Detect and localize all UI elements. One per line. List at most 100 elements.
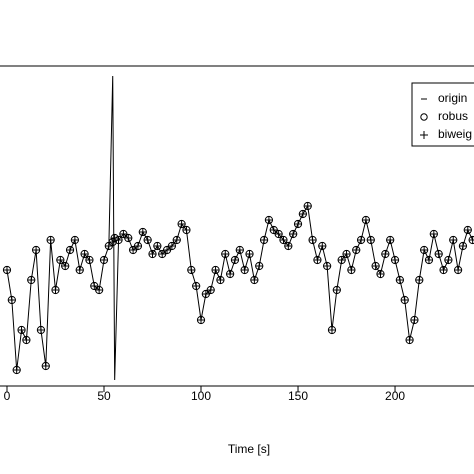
point-plus — [80, 250, 89, 258]
point-plus — [32, 246, 41, 254]
point-plus — [148, 250, 157, 258]
point-plus — [245, 250, 254, 258]
point-plus — [463, 226, 472, 234]
point-plus — [298, 210, 307, 218]
point-plus — [318, 242, 327, 250]
point-plus — [46, 236, 55, 244]
point-plus — [366, 236, 375, 244]
point-plus — [420, 246, 429, 254]
point-plus — [250, 276, 259, 284]
point-plus — [177, 220, 186, 228]
point-plus — [12, 366, 21, 374]
point-plus — [313, 256, 322, 264]
point-plus — [260, 236, 269, 244]
point-plus — [410, 316, 419, 324]
point-plus — [342, 250, 351, 258]
point-plus — [99, 256, 108, 264]
point-plus — [434, 250, 443, 258]
x-tick-label: 150 — [288, 389, 308, 403]
point-plus — [143, 236, 152, 244]
point-plus — [95, 286, 104, 294]
point-plus — [108, 238, 117, 246]
point-plus — [264, 216, 273, 224]
point-plus — [395, 276, 404, 284]
point-plus — [172, 236, 181, 244]
point-plus — [182, 226, 191, 234]
point-plus — [114, 236, 123, 244]
point-plus — [323, 262, 332, 270]
point-plus — [41, 362, 50, 370]
point-plus — [357, 236, 366, 244]
x-tick-label: 0 — [4, 389, 11, 403]
point-plus — [303, 202, 312, 210]
x-tick-label: 50 — [97, 389, 111, 403]
point-plus — [386, 236, 395, 244]
x-tick-label: 200 — [385, 389, 405, 403]
point-plus — [391, 256, 400, 264]
point-plus — [153, 242, 162, 250]
point-plus — [163, 246, 172, 254]
legend-symbol — [420, 131, 428, 139]
point-plus — [75, 266, 84, 274]
point-plus — [66, 246, 75, 254]
point-plus — [226, 270, 235, 278]
point-plus — [70, 236, 79, 244]
legend-label: robus — [438, 109, 468, 123]
point-plus — [158, 250, 167, 258]
point-plus — [454, 266, 463, 274]
point-plus — [458, 242, 467, 250]
point-plus — [187, 266, 196, 274]
point-plus — [405, 336, 414, 344]
point-plus — [289, 230, 298, 238]
point-plus — [468, 236, 474, 244]
point-plus — [371, 262, 380, 270]
point-plus — [2, 266, 11, 274]
point-plus — [429, 230, 438, 238]
point-plus — [104, 242, 113, 250]
plot-frame — [0, 65, 474, 387]
point-plus — [269, 226, 278, 234]
point-plus — [337, 256, 346, 264]
point-plus — [56, 256, 65, 264]
point-plus — [347, 266, 356, 274]
point-plus — [17, 326, 26, 334]
point-plus — [211, 266, 220, 274]
point-plus — [124, 234, 133, 242]
point-plus — [444, 256, 453, 264]
point-plus — [167, 242, 176, 250]
legend-symbol — [420, 113, 428, 121]
point-plus — [255, 262, 264, 270]
point-plus — [415, 276, 424, 284]
point-plus — [294, 220, 303, 228]
point-plus — [400, 296, 409, 304]
point-plus — [424, 256, 433, 264]
point-plus — [90, 282, 99, 290]
point-plus — [352, 246, 361, 254]
point-plus — [361, 216, 370, 224]
point-plus — [61, 262, 70, 270]
point-plus — [27, 276, 36, 284]
point-plus — [7, 296, 16, 304]
point-plus — [449, 236, 458, 244]
point-plus — [216, 276, 225, 284]
point-plus — [439, 266, 448, 274]
x-axis-label: Time [s] — [228, 442, 270, 456]
point-plus — [51, 286, 60, 294]
point-plus — [133, 242, 142, 250]
x-tick-label: 100 — [191, 389, 211, 403]
point-plus — [332, 286, 341, 294]
point-plus — [327, 326, 336, 334]
point-plus — [85, 256, 94, 264]
point-plus — [279, 236, 288, 244]
point-plus — [129, 246, 138, 254]
point-plus — [221, 250, 230, 258]
point-plus — [274, 230, 283, 238]
point-plus — [235, 246, 244, 254]
point-plus — [381, 250, 390, 258]
point-plus — [36, 326, 45, 334]
point-plus — [119, 230, 128, 238]
point-plus — [192, 282, 201, 290]
